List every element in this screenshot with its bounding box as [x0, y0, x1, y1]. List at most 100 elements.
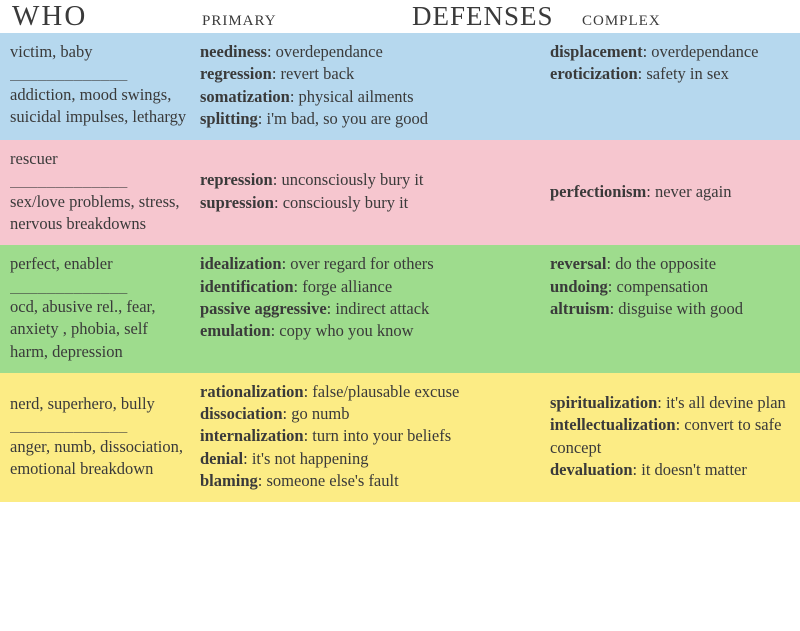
defense-item: splitting: i'm bad, so you are good [200, 108, 540, 130]
defense-term: repression [200, 170, 273, 189]
table-row: perfect, enabler _____________ ocd, abusiv… [0, 245, 800, 373]
header-defenses: DEFENSES [412, 1, 582, 32]
separator: _____________ [10, 277, 190, 294]
defense-term: denial [200, 449, 243, 468]
defense-desc: : unconsciously bury it [273, 170, 424, 189]
defense-item: intellectualization: convert to safe con… [550, 414, 790, 459]
defense-item: idealization: over regard for others [200, 253, 540, 275]
header-primary: PRIMARY [202, 3, 412, 30]
primary-cell: neediness: overdependanceregression: rev… [200, 41, 550, 130]
table-row: nerd, superhero, bully_____________anger… [0, 373, 800, 502]
separator: _____________ [10, 171, 190, 188]
defense-item: passive aggressive: indirect attack [200, 298, 540, 320]
who-bottom: ocd, abusive rel., fear, anxiety , phobi… [10, 296, 190, 363]
defense-desc: : indirect attack [327, 299, 430, 318]
who-top: victim, baby [10, 41, 190, 63]
complex-cell: displacement: overdependance eroticizatio… [550, 41, 790, 130]
complex-cell: reversal: do the oppositeundoing: compen… [550, 253, 790, 363]
defense-term: perfectionism [550, 182, 646, 201]
complex-cell: perfectionism: never again [550, 148, 790, 235]
defense-term: passive aggressive [200, 299, 327, 318]
defense-item: altruism: disguise with good [550, 298, 790, 320]
defense-desc: : forge alliance [294, 277, 393, 296]
defense-item: repression: unconsciously bury it [200, 169, 540, 191]
primary-cell: rationalization: false/plausable excused… [200, 381, 550, 492]
defense-term: reversal [550, 254, 607, 273]
who-cell: nerd, superhero, bully_____________anger… [10, 381, 200, 492]
table-row: rescuer_____________ sex/love problems, s… [0, 140, 800, 245]
defense-desc: : do the opposite [607, 254, 717, 273]
who-top: perfect, enabler [10, 253, 190, 275]
who-top: nerd, superhero, bully [10, 393, 190, 415]
defense-item: emulation: copy who you know [200, 320, 540, 342]
header-complex: COMPLEX [582, 3, 661, 30]
defense-desc: : it's all devine plan [657, 393, 786, 412]
separator: _____________ [10, 64, 190, 81]
defense-item: rationalization: false/plausable excuse [200, 381, 540, 403]
defense-item: internalization: turn into your beliefs [200, 425, 540, 447]
defense-term: idealization [200, 254, 282, 273]
defense-term: regression [200, 64, 272, 83]
defense-item: regression: revert back [200, 63, 540, 85]
who-cell: victim, baby_____________ addiction, mood… [10, 41, 200, 130]
who-top: rescuer [10, 148, 190, 170]
defense-term: displacement [550, 42, 643, 61]
defense-term: somatization [200, 87, 290, 106]
defense-item: spiritualization: it's all devine plan [550, 392, 790, 414]
defense-item: neediness: overdependance [200, 41, 540, 63]
complex-cell: spiritualization: it's all devine planin… [550, 381, 790, 492]
defense-term: dissociation [200, 404, 283, 423]
defense-desc: : over regard for others [282, 254, 434, 273]
defense-term: spiritualization [550, 393, 657, 412]
defense-term: blaming [200, 471, 258, 490]
defense-desc: : false/plausable excuse [304, 382, 460, 401]
defense-term: rationalization [200, 382, 304, 401]
who-cell: rescuer_____________ sex/love problems, s… [10, 148, 200, 235]
defense-desc: : overdependance [643, 42, 759, 61]
defense-term: identification [200, 277, 294, 296]
defense-desc: : safety in sex [638, 64, 729, 83]
primary-cell: idealization: over regard for others iden… [200, 253, 550, 363]
defense-term: altruism [550, 299, 610, 318]
defense-desc: : i'm bad, so you are good [258, 109, 428, 128]
table-row: victim, baby_____________ addiction, mood… [0, 33, 800, 140]
defense-item: denial: it's not happening [200, 448, 540, 470]
defense-desc: : consciously bury it [274, 193, 408, 212]
defense-term: eroticization [550, 64, 638, 83]
defense-item: somatization: physical ailments [200, 86, 540, 108]
defense-term: emulation [200, 321, 271, 340]
primary-cell: repression: unconsciously bury itsupress… [200, 148, 550, 235]
defense-term: splitting [200, 109, 258, 128]
defense-item: devaluation: it doesn't matter [550, 459, 790, 481]
defense-desc: : go numb [283, 404, 350, 423]
defense-desc: : physical ailments [290, 87, 414, 106]
defense-desc: : it doesn't matter [633, 460, 747, 479]
defense-desc: : overdependance [267, 42, 383, 61]
defense-desc: : copy who you know [271, 321, 414, 340]
defense-item: eroticization: safety in sex [550, 63, 790, 85]
header-row: WHO PRIMARY DEFENSES COMPLEX [0, 0, 800, 33]
defense-desc: : never again [646, 182, 731, 201]
defense-term: devaluation [550, 460, 633, 479]
defense-desc: : it's not happening [243, 449, 368, 468]
defense-term: supression [200, 193, 274, 212]
defense-desc: : someone else's fault [258, 471, 399, 490]
defense-term: intellectualization [550, 415, 676, 434]
defense-item: undoing: compensation [550, 276, 790, 298]
separator: _____________ [10, 416, 190, 433]
defense-desc: : disguise with good [610, 299, 743, 318]
who-bottom: sex/love problems, stress, nervous break… [10, 191, 190, 236]
header-who: WHO [12, 0, 202, 33]
defense-item: perfectionism: never again [550, 181, 790, 203]
who-cell: perfect, enabler _____________ ocd, abusiv… [10, 253, 200, 363]
defense-term: internalization [200, 426, 304, 445]
who-bottom: anger, numb, dissociation, emotional bre… [10, 436, 190, 481]
defense-item: reversal: do the opposite [550, 253, 790, 275]
defense-item: supression: consciously bury it [200, 192, 540, 214]
who-bottom: addiction, mood swings, suicidal impulse… [10, 84, 190, 129]
defense-desc: : compensation [608, 277, 708, 296]
defense-item: dissociation: go numb [200, 403, 540, 425]
defense-item: blaming: someone else's fault [200, 470, 540, 492]
defense-term: undoing [550, 277, 608, 296]
table-body: victim, baby_____________addiction, mood… [0, 33, 800, 502]
